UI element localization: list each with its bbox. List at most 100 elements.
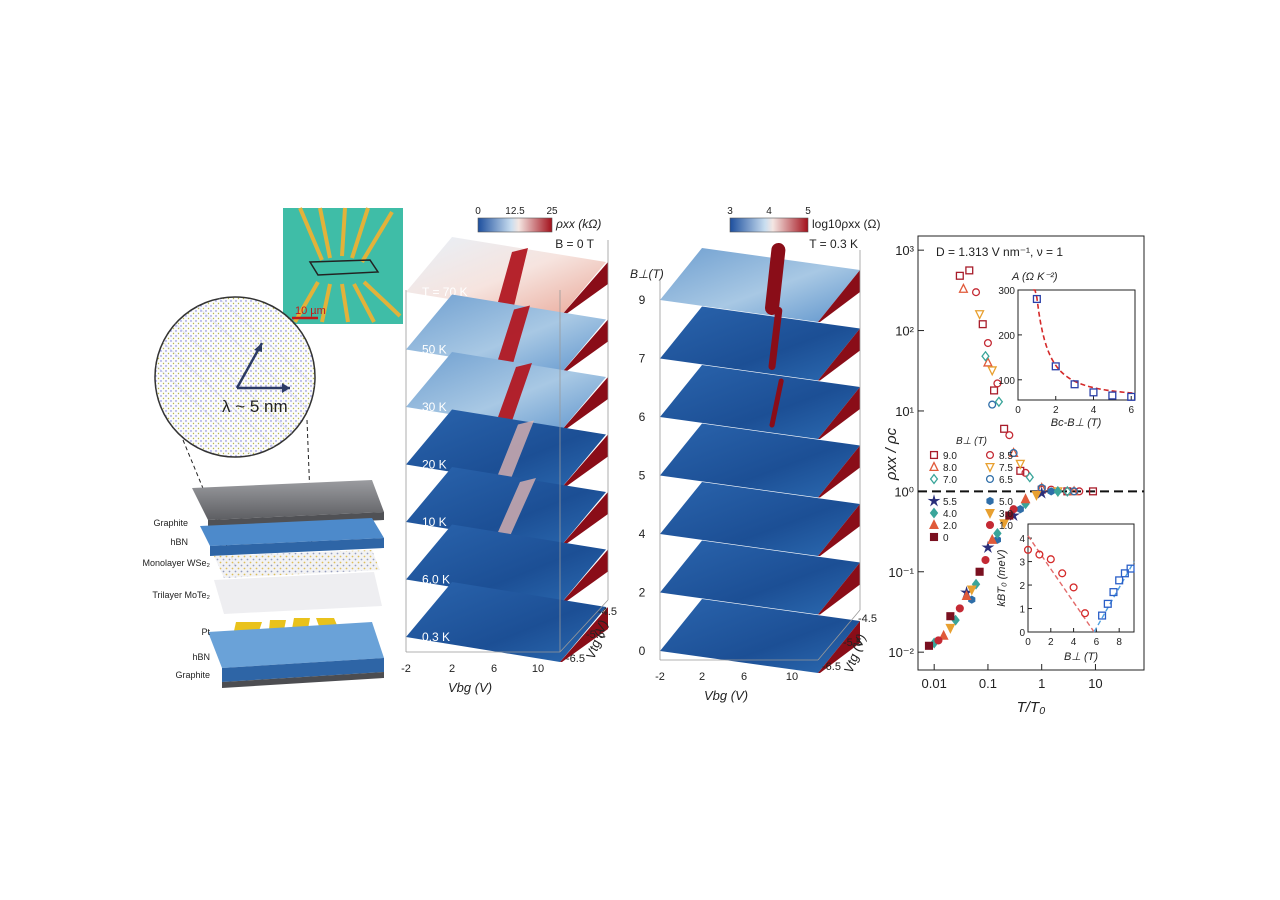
inset-b-point-1-4 bbox=[1120, 569, 1129, 578]
inset-b-x-tick-2: 4 bbox=[1071, 637, 1077, 648]
layer-label-hbn-top: hBN bbox=[170, 537, 188, 547]
inset-a-point-1 bbox=[1051, 362, 1060, 371]
panel-c-z-label: B⊥(T) bbox=[630, 267, 664, 281]
main-point-11-2 bbox=[981, 555, 990, 565]
legend-label-10: 2.0 bbox=[943, 521, 957, 532]
panel-c-z-tick-0: 9 bbox=[639, 293, 646, 307]
panel-c-y-tick-0: -4.5 bbox=[858, 613, 877, 625]
inset-a-frame bbox=[1017, 289, 1136, 401]
main-point-1-2 bbox=[993, 379, 1002, 388]
main-y-tick-4: 10⁻¹ bbox=[888, 565, 914, 580]
slice-b-label-1: 50 K bbox=[422, 343, 447, 357]
inset-b-point-0-5 bbox=[1080, 609, 1090, 618]
colorbar-c bbox=[729, 217, 809, 233]
panel-b-slices: T = 70 K50 K30 K20 K10 K6.0 K0.3 K bbox=[406, 237, 608, 662]
inset-b-point-0-1 bbox=[1035, 550, 1044, 559]
panel-b-axes bbox=[405, 240, 609, 653]
slice-b-label-3: 20 K bbox=[422, 458, 447, 472]
inset-a-x-tick-2: 4 bbox=[1091, 405, 1097, 416]
main-plot-x-label: T/T₀ bbox=[1017, 699, 1046, 716]
inset-b-point-1-2 bbox=[1109, 588, 1118, 597]
panel-c-slices bbox=[660, 243, 860, 673]
inset-b-point-0-3 bbox=[1058, 569, 1067, 578]
panel-b-x-tick-2: 6 bbox=[491, 663, 497, 675]
inset-a-title: A (Ω K⁻²) bbox=[1011, 271, 1058, 283]
inset-a-point-4 bbox=[1108, 391, 1117, 400]
inset-a-y-tick-2: 300 bbox=[998, 286, 1015, 297]
main-x-tick-1: 0.1 bbox=[979, 676, 997, 691]
main-x-tick-0: 0.01 bbox=[922, 676, 947, 691]
main-point-5-3 bbox=[1070, 487, 1079, 496]
main-point-5-1 bbox=[1009, 448, 1018, 458]
legend-label-0: 9.0 bbox=[943, 451, 957, 462]
slice-b-label-5: 6.0 K bbox=[422, 573, 450, 587]
inset-b-x-tick-3: 6 bbox=[1094, 637, 1100, 648]
main-point-3-0 bbox=[974, 310, 985, 321]
inset-b-plot: 0 2 4 6 8 0 1 2 3 4 bbox=[1019, 534, 1135, 648]
layer-label-wse2: Monolayer WSe₂ bbox=[142, 558, 210, 568]
panel-c-z-tick-1: 7 bbox=[639, 352, 646, 366]
legend-marker-6 bbox=[927, 494, 941, 507]
main-point-11-0 bbox=[934, 636, 943, 645]
legend-label-3: 7.5 bbox=[999, 463, 1013, 474]
legend-marker-12 bbox=[929, 532, 939, 542]
panel-b-x-tick-3: 10 bbox=[532, 663, 544, 675]
inset-b-point-1-0 bbox=[1098, 611, 1107, 620]
main-point-9-1 bbox=[966, 585, 977, 596]
legend-label-1: 8.5 bbox=[999, 451, 1013, 462]
main-y-tick-0: 10³ bbox=[895, 243, 914, 258]
main-point-12-0 bbox=[924, 641, 934, 650]
inset-b-point-1-1 bbox=[1103, 599, 1112, 608]
colorbar-b-tick-0: 0 bbox=[475, 206, 481, 217]
inset-b-point-0-4 bbox=[1069, 583, 1078, 592]
main-point-5-0 bbox=[988, 400, 997, 409]
main-point-10-0 bbox=[938, 629, 949, 640]
main-point-1-1 bbox=[983, 338, 992, 348]
panel-b-y-tick-2: -6.5 bbox=[566, 653, 585, 665]
legend-label-11: 1.0 bbox=[999, 521, 1013, 532]
main-point-8-3 bbox=[993, 527, 1002, 539]
main-plot-frame bbox=[917, 235, 1145, 671]
main-point-4-2 bbox=[1025, 471, 1034, 483]
heterostructure-stack bbox=[192, 480, 384, 688]
moire-zoom: λ ~ 5 nm bbox=[154, 296, 316, 458]
legend: 9.0 8.5 8.0 7.5 7.0 6.5 5.5 5.0 4.0 3.0 2.0 1.0 0 bbox=[927, 450, 1013, 544]
main-point-3-1 bbox=[987, 366, 998, 377]
inset-a-point-0 bbox=[1032, 294, 1041, 304]
slice-b-label-4: 10 K bbox=[422, 515, 447, 529]
main-point-10-2 bbox=[987, 533, 998, 544]
panel-a: 10 µm λ ~ 5 nm bbox=[142, 207, 403, 688]
slice-b-label-6: 0.3 K bbox=[422, 630, 450, 644]
inset-b-point-0-0 bbox=[1023, 545, 1033, 554]
inset-a-plot: 0 2 4 6 100 200 300 bbox=[998, 286, 1136, 416]
layer-label-graphite-top: Graphite bbox=[153, 518, 188, 528]
main-y-tick-3: 10⁰ bbox=[894, 484, 914, 499]
legend-label-2: 8.0 bbox=[943, 463, 957, 474]
legend-marker-8 bbox=[929, 507, 939, 519]
device-micrograph: 10 µm bbox=[283, 207, 403, 324]
panel-b-x-tick-1: 2 bbox=[449, 663, 455, 675]
legend-marker-4 bbox=[929, 473, 939, 485]
main-y-tick-2: 10¹ bbox=[895, 404, 914, 419]
panel-c-x-tick-3: 10 bbox=[786, 671, 798, 683]
main-point-1-0 bbox=[971, 288, 981, 297]
main-point-0-0 bbox=[955, 271, 964, 280]
colorbar-b bbox=[477, 217, 553, 233]
inset-a-fit bbox=[1033, 289, 1136, 394]
legend-marker-5 bbox=[985, 474, 995, 484]
main-point-4-0 bbox=[981, 350, 990, 362]
main-point-0-8 bbox=[1088, 487, 1098, 496]
panel-c-x-tick-0: -2 bbox=[655, 671, 665, 683]
inset-a-x-tick-3: 6 bbox=[1128, 405, 1134, 416]
panel-c-x-tick-2: 6 bbox=[741, 671, 747, 683]
moire-wavelength: λ ~ 5 nm bbox=[222, 397, 288, 416]
slice-c-3 bbox=[660, 423, 860, 498]
main-point-12-3 bbox=[1005, 511, 1014, 520]
scale-bar-label: 10 µm bbox=[295, 305, 326, 317]
colorbar-b-tick-2: 25 bbox=[546, 206, 558, 217]
layer-label-pt: Pt bbox=[201, 627, 210, 637]
main-point-10-3 bbox=[1020, 493, 1031, 504]
panel-c-z-tick-5: 2 bbox=[639, 586, 646, 600]
